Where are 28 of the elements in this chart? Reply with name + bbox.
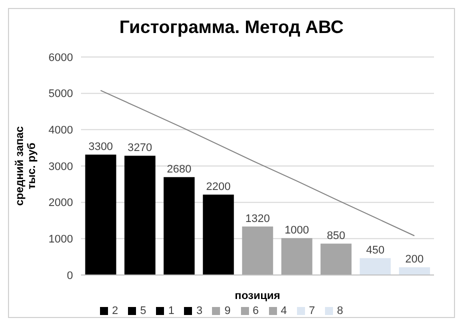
y-tick-label: 5000 [48, 88, 73, 100]
data-label: 850 [326, 230, 346, 242]
legend-label: 2 [112, 305, 118, 317]
y-tick-label: 0 [66, 270, 73, 282]
y-axis-title: средний запас тыс. руб [14, 126, 38, 206]
data-label: 200 [405, 254, 424, 266]
legend-label: 6 [252, 305, 259, 317]
y-tick-label: 3000 [48, 160, 73, 173]
data-label: 1320 [245, 213, 270, 226]
chart-title: Гистограмма. Метод АВС [118, 16, 345, 39]
data-label: 1000 [284, 224, 310, 237]
data-label: 2680 [166, 164, 192, 176]
data-label: 2200 [206, 181, 231, 194]
y-tick-label: 6000 [48, 52, 73, 64]
legend-label: 5 [140, 305, 146, 317]
y-tick-label: 4000 [48, 124, 73, 137]
data-label: 450 [366, 244, 384, 257]
legend-label: 1 [168, 305, 174, 317]
legend-label: 8 [336, 305, 344, 317]
legend-label: 4 [280, 305, 287, 317]
data-label: 3300 [88, 141, 113, 154]
legend-label: 3 [196, 305, 202, 317]
y-tick-label: 2000 [48, 197, 73, 210]
data-label: 3270 [128, 142, 152, 154]
x-axis-title: позиция [234, 290, 280, 302]
y-tick-label: 1000 [48, 234, 73, 246]
legend-label: 9 [224, 305, 231, 317]
legend-label: 7 [308, 305, 315, 317]
